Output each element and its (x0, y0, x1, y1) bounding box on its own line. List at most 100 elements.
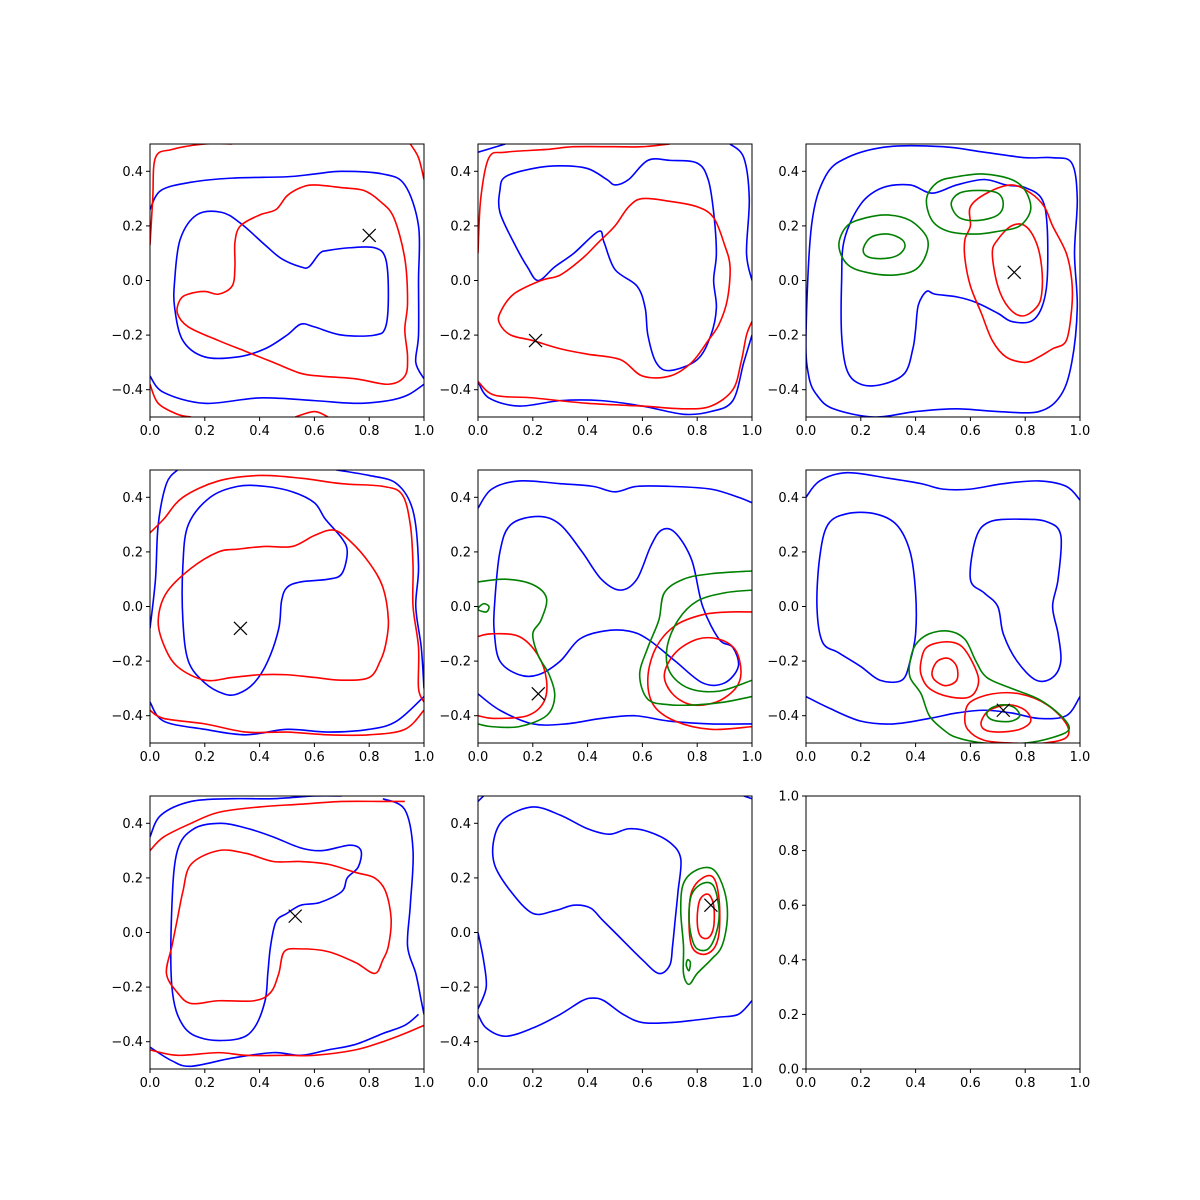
contour-blue-5 (491, 806, 682, 975)
x-tick-label: 0.6 (960, 750, 981, 765)
contour-red-4 (478, 632, 548, 720)
contour-blue-1 (806, 144, 1079, 417)
x-tick-label: 0.2 (522, 1076, 543, 1091)
contour-red-4 (991, 223, 1044, 317)
x-tick-label: 0.2 (522, 750, 543, 765)
x-marker (362, 228, 377, 243)
x-tick-label: 1.0 (742, 424, 763, 439)
x-marker (1007, 265, 1022, 280)
contour-red-7 (165, 849, 392, 1005)
axes-frame (805, 795, 1081, 1070)
subplot-9: 0.0 0.2 0.4 0.6 0.8 1.0 0.0 0.2 0.4 0.6 0.8 1.0 (778, 790, 1090, 1092)
x-tick-label: 0.0 (140, 1076, 161, 1091)
subplot-8-contours (478, 796, 752, 1038)
axes-frame (149, 469, 425, 744)
axes-frame (805, 469, 1081, 744)
x-marker (288, 909, 303, 924)
x-tick-label: 0.0 (468, 1076, 489, 1091)
y-tick-label: 0.2 (778, 219, 799, 234)
x-tick-label: 0.4 (249, 424, 270, 439)
y-tick-label: 0.4 (778, 491, 799, 506)
contour-red-7 (497, 197, 731, 379)
contour-red-6 (663, 636, 742, 707)
contour-blue-3 (729, 144, 752, 281)
x-tick-label: 0.8 (687, 1076, 708, 1091)
contour-blue-1 (150, 796, 342, 838)
subplot-1-contours (150, 144, 424, 417)
x-tick-label: 0.2 (194, 1076, 215, 1091)
y-tick-label: 0.2 (122, 545, 143, 560)
x-tick-label: 0.4 (577, 424, 598, 439)
y-tick-label: 0.0 (778, 274, 799, 289)
x-tick-label: 0.8 (1015, 1076, 1036, 1091)
subplot-4: 0.0 0.2 0.4 0.6 0.8 1.0 −0.4 −0.2 0.0 0.2 0.4 (111, 469, 434, 765)
y-tick-label: 0.2 (450, 545, 471, 560)
y-tick-label: −0.4 (439, 709, 471, 724)
contour-blue-3 (173, 210, 390, 360)
contour-blue-2 (336, 470, 424, 689)
y-tick-label: −0.2 (439, 981, 471, 996)
contour-blue-4 (969, 518, 1063, 683)
contour-blue-1 (806, 471, 1080, 501)
y-tick-label: 0.0 (122, 600, 143, 615)
y-tick-label: 0.2 (778, 545, 799, 560)
contour-green-7 (925, 173, 1032, 235)
contour-green-9 (908, 629, 1071, 743)
contour-blue-1 (478, 796, 485, 803)
x-tick-label: 0.4 (905, 1076, 926, 1091)
subplot-7: 0.0 0.2 0.4 0.6 0.8 1.0 −0.4 −0.2 0.0 0.2 0.4 (111, 795, 435, 1091)
x-tick-label: 0.0 (468, 424, 489, 439)
x-tick-label: 0.6 (632, 424, 653, 439)
x-tick-label: 1.0 (1070, 424, 1091, 439)
contour-red-5 (150, 800, 405, 852)
x-tick-label: 1.0 (742, 1076, 763, 1091)
x-tick-label: 0.2 (194, 424, 215, 439)
contour-green-10 (985, 703, 1021, 723)
y-tick-label: −0.4 (767, 709, 799, 724)
x-tick-label: 0.6 (632, 750, 653, 765)
x-tick-label: 0.0 (796, 1076, 817, 1091)
contour-red-8 (176, 184, 409, 386)
contour-blue-3 (150, 695, 424, 736)
axes-frame (149, 795, 425, 1070)
x-tick-label: 1.0 (1070, 750, 1091, 765)
x-tick-label: 0.0 (796, 750, 817, 765)
axes-frame (477, 469, 753, 744)
contour-blue-1 (478, 334, 752, 416)
x-tick-label: 0.0 (796, 424, 817, 439)
contour-red-7 (294, 410, 329, 417)
contour-blue-3 (478, 997, 752, 1038)
subplot-5-contours (478, 479, 752, 731)
contour-green-8 (679, 866, 729, 986)
y-tick-label: 0.4 (122, 491, 143, 506)
x-tick-label: 0.6 (960, 1076, 981, 1091)
axes-frame (805, 143, 1081, 418)
contour-red-6 (150, 709, 424, 737)
y-tick-label: 0.0 (450, 600, 471, 615)
x-tick-label: 0.8 (359, 1076, 380, 1091)
contour-red-6 (150, 1024, 424, 1057)
contour-green-9 (638, 570, 752, 707)
x-tick-label: 1.0 (414, 1076, 435, 1091)
contour-green-5 (838, 214, 930, 276)
x-tick-label: 1.0 (1070, 1076, 1091, 1091)
contour-blue-2 (806, 695, 1080, 725)
y-tick-label: 0.4 (122, 817, 143, 832)
contour-red-5 (150, 474, 424, 703)
y-tick-label: −0.4 (111, 1035, 143, 1050)
x-tick-label: 0.2 (194, 750, 215, 765)
y-tick-label: −0.4 (439, 383, 471, 398)
contour-red-6 (931, 657, 959, 687)
x-tick-label: 0.8 (359, 750, 380, 765)
contour-blue-4 (181, 484, 349, 697)
x-tick-label: 0.4 (577, 750, 598, 765)
subplot-2-contours (478, 144, 752, 416)
x-tick-label: 0.0 (140, 750, 161, 765)
y-tick-label: 0.4 (122, 165, 143, 180)
contour-blue-2 (150, 375, 424, 405)
x-tick-label: 0.0 (468, 750, 489, 765)
x-tick-label: 0.8 (687, 424, 708, 439)
y-tick-label: −0.2 (767, 655, 799, 670)
y-tick-label: 0.0 (122, 274, 143, 289)
